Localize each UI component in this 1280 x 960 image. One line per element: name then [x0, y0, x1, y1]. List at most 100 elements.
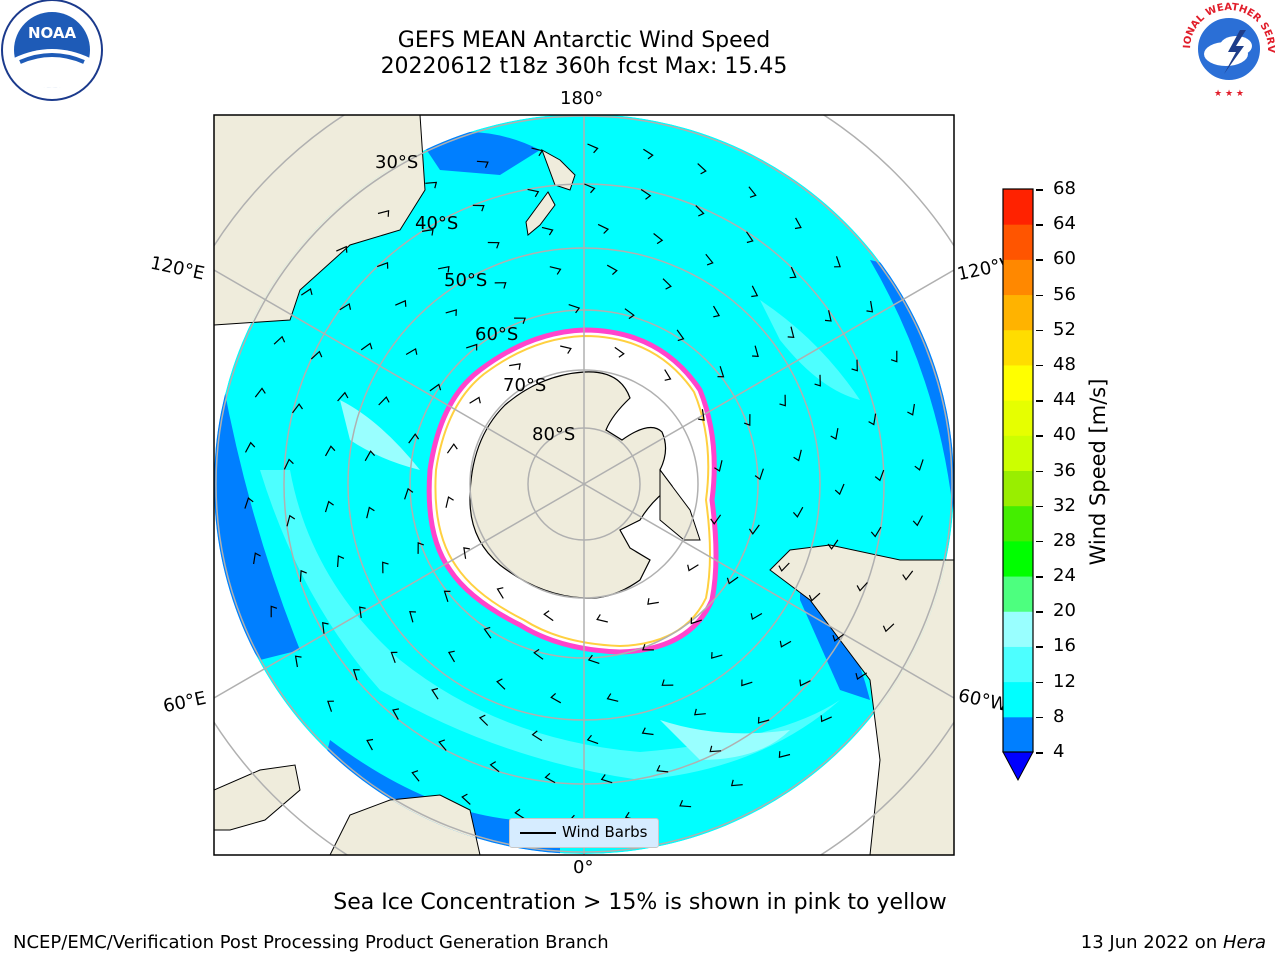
wind-barb [422, 228, 434, 236]
wind-barb [310, 350, 323, 360]
wind-barb [292, 403, 303, 414]
wind-barb [378, 396, 390, 406]
wind-barb [870, 526, 882, 538]
wind-barb [531, 730, 543, 742]
colorbar-segment [1003, 611, 1033, 647]
wind-barb [596, 614, 608, 623]
wind-barb [560, 345, 572, 354]
wind-barb [395, 299, 407, 307]
wind-barb [584, 183, 596, 194]
wind-barb [411, 770, 420, 782]
wind-barb [698, 409, 705, 421]
wind-barb [324, 445, 336, 457]
wind-barb [364, 450, 376, 462]
wind-barb [606, 693, 619, 702]
wind-barb [437, 265, 450, 273]
wind-barb [377, 210, 390, 217]
colorbar-tick-mark [1036, 505, 1043, 508]
wind-barb [352, 669, 360, 681]
colorbar-tick-mark [1036, 752, 1043, 754]
colorbar-tick-mark [1036, 329, 1043, 332]
wind-barb [643, 148, 654, 160]
wind-barb [690, 617, 702, 625]
wind-barb [808, 592, 821, 602]
wind-barb [834, 483, 845, 496]
map-legend: Wind Barbs [509, 818, 659, 848]
wind-barb [404, 487, 414, 500]
colorbar-tick-mark [1036, 540, 1043, 543]
wind-barb [687, 564, 699, 572]
wind-barbs [244, 143, 924, 825]
wind-barb [730, 779, 743, 787]
lon-label-180: 180° [560, 88, 604, 109]
wind-barb [324, 500, 334, 513]
wind-barb [824, 310, 832, 322]
wind-barb [710, 514, 722, 525]
wind-barb [409, 611, 416, 623]
wind-barb [270, 605, 278, 618]
colorbar-tick-label: 56 [1053, 283, 1076, 305]
wind-barb [743, 414, 751, 426]
sea-ice-note: Sea Ice Concentration > 15% is shown in … [333, 890, 947, 915]
map-frame [213, 114, 955, 856]
svg-text:NOAA: NOAA [28, 24, 77, 42]
wind-barb [814, 374, 821, 387]
strong-wind-zone [340, 400, 420, 470]
wind-barb [478, 714, 489, 726]
wind-barb [606, 264, 618, 276]
colorbar-tick-mark [1036, 611, 1043, 613]
colorbar-tick-label: 64 [1053, 213, 1076, 235]
wind-barb [447, 650, 456, 663]
colorbar-tick-label: 52 [1053, 318, 1076, 340]
wind-barb [339, 302, 352, 311]
svg-text:★ ★ ★: ★ ★ ★ [1214, 89, 1244, 99]
wind-barb [587, 143, 599, 154]
wind-barb [793, 449, 802, 462]
wind-barb [709, 745, 722, 753]
colorbar-tick-mark [1036, 364, 1043, 367]
colorbar-segment [1003, 364, 1033, 401]
strong-wind-zone [660, 720, 790, 760]
lat-label-80s: 80°S [532, 424, 576, 445]
wind-barb [750, 612, 763, 621]
lat-label-40s: 40°S [415, 213, 459, 234]
colorbar-tick-label: 36 [1053, 459, 1076, 481]
wind-barb [549, 266, 562, 275]
wind-barb [624, 308, 635, 320]
map-panel [213, 114, 955, 856]
wind-barb [855, 672, 868, 680]
lon-label-0: 0° [573, 857, 594, 878]
colorbar-tick-mark [1036, 224, 1043, 226]
wind-barb [527, 188, 540, 198]
wind-barb [874, 469, 885, 482]
wind-barb [405, 347, 418, 356]
wind-barb [779, 394, 786, 407]
colorbar-tick-label: 20 [1053, 600, 1076, 622]
colorbar-tick-mark [1036, 646, 1043, 648]
wind-barb [392, 708, 400, 720]
wind-barb [496, 587, 504, 599]
wind-barb [463, 547, 470, 559]
lon-label-60e: 60°E [161, 687, 208, 718]
wind-barb [322, 622, 329, 634]
wind-barb [358, 606, 366, 619]
colorbar-tick-label: 24 [1053, 565, 1076, 587]
colorbar-tick-mark [1036, 294, 1043, 297]
colorbar-segment [1003, 646, 1033, 683]
colorbar-segment [1003, 259, 1033, 296]
wind-barb [717, 366, 725, 378]
lat-label-50s: 50°S [444, 270, 488, 291]
colorbar-tick-mark [1036, 435, 1043, 437]
wind-barb [366, 738, 374, 751]
wind-barb [438, 739, 447, 751]
wind-barb-legend-line [520, 832, 556, 834]
wind-barb [294, 655, 302, 668]
new-zealand-land [525, 191, 556, 236]
colorbar-tick-label: 32 [1053, 494, 1076, 516]
colorbar-segment [1003, 470, 1033, 507]
wind-barb [712, 305, 721, 318]
wind-barb [544, 772, 556, 784]
wind-barb [778, 751, 791, 758]
wind-barb [641, 727, 654, 736]
wind-barb [726, 576, 739, 585]
